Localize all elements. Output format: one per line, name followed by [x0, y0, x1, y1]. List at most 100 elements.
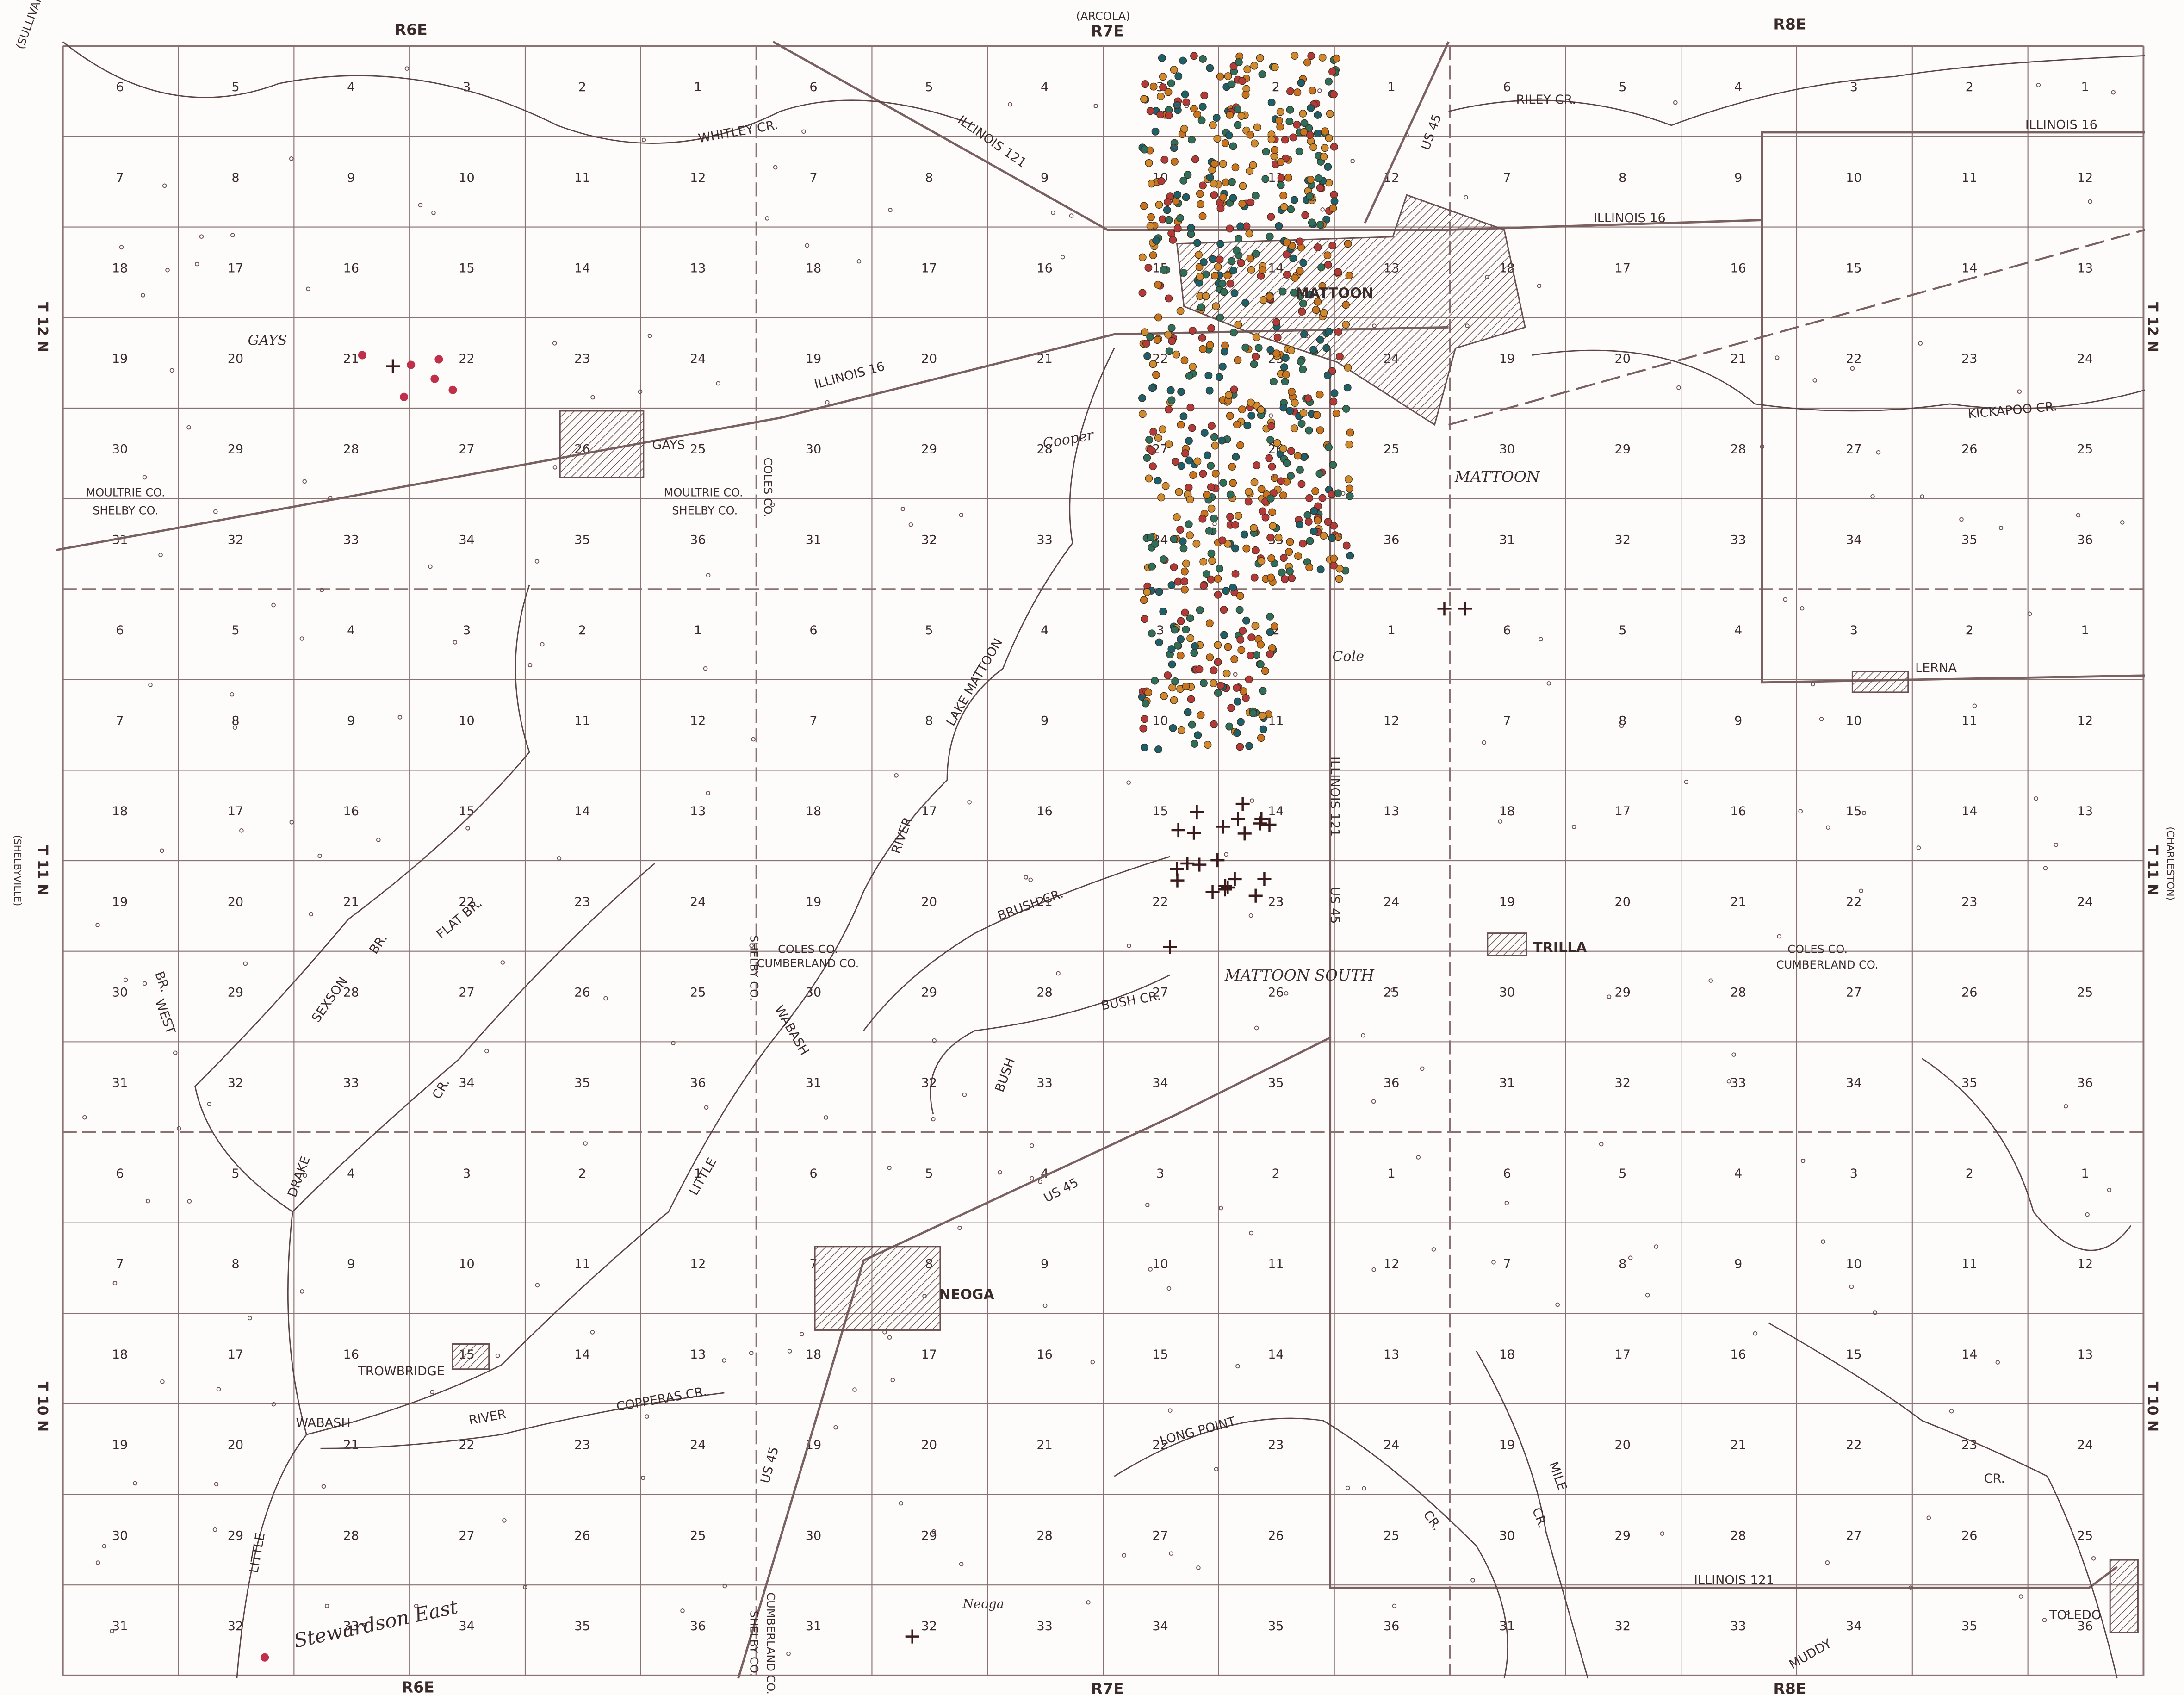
- well-symbol: [1346, 1485, 1350, 1490]
- well-symbol: [1304, 518, 1313, 526]
- well-symbol: [540, 642, 545, 647]
- well-symbol: [1227, 704, 1235, 712]
- well-symbol: [1245, 488, 1253, 496]
- well-symbol: [95, 923, 100, 927]
- well-symbol: [1169, 236, 1177, 244]
- well-symbol: [1344, 240, 1352, 248]
- well-symbol: [160, 848, 164, 853]
- well-symbol: [1199, 470, 1207, 478]
- well-symbol: [1207, 549, 1216, 558]
- well-symbol: [1431, 1247, 1436, 1252]
- section-number: 24: [2077, 352, 2093, 366]
- section-number: 25: [2077, 986, 2093, 1000]
- well-symbol: [1221, 880, 1235, 895]
- well-symbol: [1209, 255, 1217, 263]
- map-label: T 12 N: [2144, 302, 2160, 353]
- well-symbol: [431, 211, 436, 215]
- map-label: CR.: [1984, 1471, 2005, 1486]
- map-label: R6E: [395, 21, 428, 39]
- well-symbol: [2054, 842, 2059, 847]
- well-symbol: [1177, 462, 1185, 470]
- well-symbol: [1195, 251, 1203, 259]
- well-symbol: [900, 507, 906, 511]
- section-number: 14: [1961, 261, 1977, 275]
- well-symbol: [1285, 548, 1293, 556]
- well-symbol: [523, 1585, 527, 1589]
- well-symbol: [1008, 102, 1012, 107]
- well-symbol: [1223, 272, 1232, 280]
- well-symbol: [1242, 544, 1251, 553]
- well-symbol: [1306, 334, 1311, 339]
- well-symbol: [1188, 327, 1197, 335]
- section-number: 36: [2077, 533, 2093, 547]
- well-symbol: [1205, 386, 1214, 395]
- well-symbol: [1249, 161, 1257, 169]
- well-symbol: [1262, 148, 1270, 156]
- well-symbol: [1208, 557, 1216, 565]
- section-grid: 6543216543216543217891011127891011127891…: [62, 45, 2145, 1676]
- well-symbol: [1226, 412, 1234, 420]
- well-symbol: [1232, 246, 1241, 255]
- section-number: 19: [1499, 352, 1515, 366]
- well-symbol: [2063, 1104, 2068, 1109]
- well-symbol: [1645, 1292, 1650, 1298]
- section-number: 6: [1503, 80, 1511, 94]
- well-symbol: [1233, 672, 1238, 677]
- well-symbol: [1676, 385, 1681, 390]
- section-number: 35: [574, 533, 590, 547]
- well-symbol: [1266, 628, 1274, 636]
- well-symbol: [1287, 472, 1295, 480]
- well-symbol: [1959, 517, 1964, 522]
- well-symbol: [1215, 565, 1223, 573]
- well-symbol: [176, 1126, 181, 1131]
- well-symbol: [1203, 451, 1211, 459]
- well-symbol: [1230, 289, 1239, 297]
- well-symbol: [1284, 174, 1292, 182]
- well-symbol: [1783, 597, 1788, 602]
- well-symbol: [1859, 888, 1863, 894]
- well-symbol: [82, 1115, 87, 1120]
- well-symbol: [1210, 853, 1225, 868]
- section-number: 6: [809, 1167, 817, 1181]
- section-number: 12: [1384, 1257, 1399, 1271]
- section-number: 18: [112, 1347, 128, 1362]
- well-symbol: [1186, 634, 1195, 642]
- section-number: 19: [112, 1438, 128, 1453]
- well-symbol: [1288, 574, 1296, 582]
- well-symbol: [1599, 1142, 1604, 1147]
- well-symbol: [1216, 240, 1225, 248]
- section-number: 17: [228, 804, 243, 819]
- well-symbol: [1908, 1585, 1913, 1590]
- section-number: 5: [925, 80, 933, 94]
- section-number: 4: [347, 80, 355, 94]
- well-symbol: [1300, 128, 1308, 136]
- well-symbol: [1726, 1079, 1731, 1084]
- well-symbol: [557, 856, 562, 861]
- section-number: 14: [1961, 1347, 1977, 1362]
- well-symbol: [162, 183, 167, 188]
- well-symbol: [1139, 724, 1148, 733]
- well-symbol: [1330, 143, 1338, 151]
- section-number: 7: [1503, 714, 1511, 728]
- section-number: 34: [459, 533, 474, 547]
- well-symbol: [248, 1316, 252, 1321]
- well-symbol: [1306, 291, 1315, 299]
- well-symbol: [1181, 585, 1189, 594]
- well-symbol: [1185, 437, 1193, 445]
- well-symbol: [1169, 724, 1177, 732]
- well-symbol: [1199, 181, 1207, 190]
- well-symbol: [1140, 596, 1148, 604]
- section-number: 32: [1615, 1619, 1631, 1633]
- well-symbol: [1185, 484, 1193, 491]
- map-label: MATTOON: [1295, 286, 1373, 302]
- section-number: 9: [1041, 171, 1049, 185]
- map-label: SHELBY CO.: [748, 1611, 761, 1676]
- section-number: 7: [1503, 1257, 1511, 1271]
- well-symbol: [1216, 205, 1225, 212]
- section-number: 2: [1272, 80, 1280, 94]
- well-symbol: [2107, 1187, 2112, 1192]
- well-symbol: [173, 1050, 178, 1055]
- section-number: 21: [1730, 352, 1746, 366]
- well-symbol: [1154, 477, 1162, 485]
- section-number: 6: [116, 80, 124, 94]
